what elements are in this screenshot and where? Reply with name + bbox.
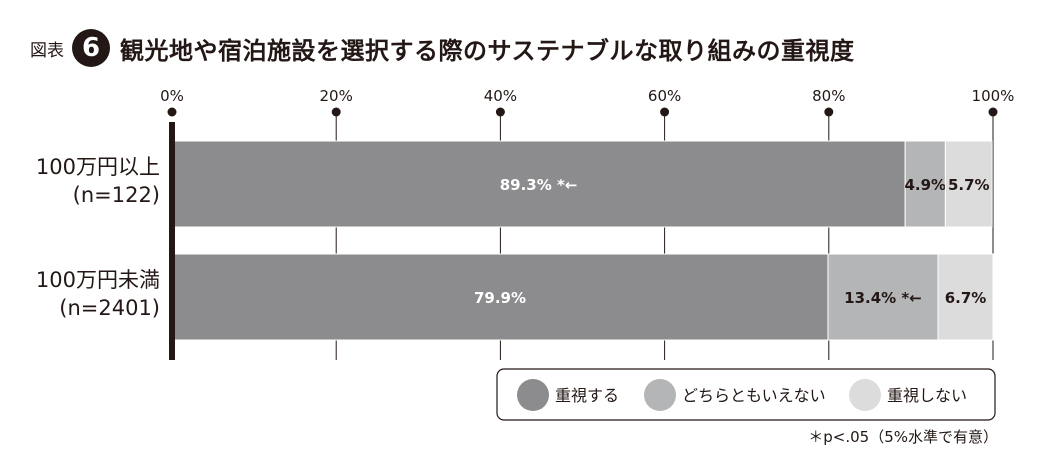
tick-label: 80% [812, 87, 845, 105]
bar-segment [827, 253, 939, 341]
legend-swatch [849, 379, 881, 411]
bar-segment [937, 253, 994, 341]
data-label: 13.4% *← [844, 289, 922, 307]
legend-label: 重視する [555, 386, 619, 405]
tick-label: 100% [972, 87, 1015, 105]
data-label: 5.7% [948, 176, 990, 194]
tick-label: 20% [320, 87, 353, 105]
category-label: 100万円未満 [36, 268, 160, 292]
chart-header: 図表 6 観光地や宿泊施設を選択する際のサステナブルな取り組みの重視度 [30, 26, 855, 70]
figure-label: 図表 [30, 40, 64, 61]
tick-marker [660, 107, 670, 117]
data-label: 79.9% [474, 289, 526, 307]
figure-number-badge: 6 [72, 29, 110, 67]
tick-marker [331, 107, 341, 117]
tick-marker [988, 107, 998, 117]
chart-title: 観光地や宿泊施設を選択する際のサステナブルな取り組みの重視度 [120, 36, 855, 65]
tick-marker [495, 107, 505, 117]
bar-segment [944, 140, 993, 228]
category-label: (n=2401) [59, 296, 160, 320]
legend-swatch [644, 379, 676, 411]
category-label: (n=122) [73, 183, 160, 207]
legend-swatch [517, 379, 549, 411]
bar-segment [904, 140, 946, 228]
tick-label: 0% [160, 87, 184, 105]
significance-footnote: ＊p<.05（5%水準で有意） [808, 428, 998, 446]
category-label: 100万円以上 [36, 155, 160, 179]
tick-marker [167, 107, 177, 117]
legend-label: どちらともいえない [682, 386, 826, 405]
legend-label: 重視しない [887, 386, 967, 405]
data-label: 89.3% *← [500, 176, 578, 194]
data-label: 6.7% [945, 289, 987, 307]
tick-label: 40% [484, 87, 517, 105]
tick-label: 60% [648, 87, 681, 105]
tick-marker [824, 107, 834, 117]
data-label: 4.9% [904, 176, 946, 194]
